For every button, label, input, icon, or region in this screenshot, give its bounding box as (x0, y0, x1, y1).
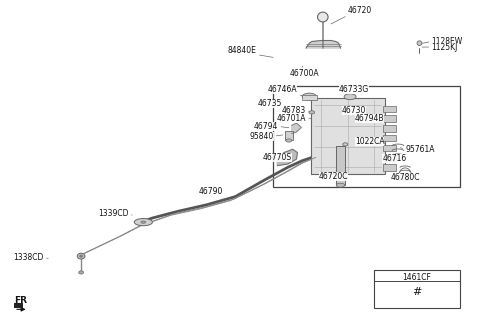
Ellipse shape (134, 218, 153, 226)
Text: 1461CF: 1461CF (403, 274, 432, 282)
Ellipse shape (302, 93, 317, 100)
Text: 1339CD: 1339CD (98, 209, 129, 218)
FancyBboxPatch shape (383, 154, 396, 161)
Text: 95840: 95840 (249, 132, 274, 141)
Text: 46783: 46783 (282, 106, 306, 115)
Text: 46735: 46735 (258, 99, 282, 109)
FancyBboxPatch shape (383, 106, 396, 112)
Ellipse shape (343, 143, 348, 146)
Text: 46720: 46720 (348, 6, 372, 15)
Text: FR: FR (14, 296, 27, 305)
Text: 46733G: 46733G (339, 85, 369, 94)
Text: 46746A: 46746A (268, 85, 298, 94)
Text: 46794B: 46794B (355, 114, 384, 123)
Ellipse shape (79, 271, 84, 274)
Bar (14, 303, 23, 308)
Text: 46770S: 46770S (263, 153, 292, 162)
Bar (374, 270, 460, 308)
Text: 84840E: 84840E (228, 46, 257, 54)
Ellipse shape (80, 255, 83, 257)
Ellipse shape (417, 41, 422, 46)
Text: 46794: 46794 (254, 122, 278, 131)
Text: 46716: 46716 (383, 154, 407, 163)
Polygon shape (306, 41, 340, 48)
Ellipse shape (77, 253, 85, 259)
FancyBboxPatch shape (311, 98, 384, 174)
Text: 46700A: 46700A (290, 69, 319, 78)
Polygon shape (292, 123, 301, 133)
Bar (273, 86, 460, 187)
Bar (336, 146, 345, 185)
Text: 46720C: 46720C (319, 172, 348, 181)
Text: #: # (412, 287, 422, 297)
Text: 46780C: 46780C (390, 173, 420, 182)
Ellipse shape (141, 221, 146, 223)
FancyBboxPatch shape (383, 125, 396, 132)
Bar (285, 131, 293, 140)
Ellipse shape (318, 12, 328, 22)
Text: 1338CD: 1338CD (13, 253, 44, 262)
Text: 1128EW: 1128EW (432, 37, 463, 46)
Ellipse shape (344, 94, 356, 100)
Text: 46701A: 46701A (276, 114, 306, 123)
FancyBboxPatch shape (383, 145, 396, 151)
Text: 95761A: 95761A (405, 145, 434, 154)
FancyBboxPatch shape (383, 164, 396, 171)
Text: 46730: 46730 (342, 106, 366, 115)
Text: 46790: 46790 (198, 187, 223, 196)
FancyBboxPatch shape (383, 115, 396, 122)
FancyBboxPatch shape (383, 135, 396, 141)
Ellipse shape (215, 189, 222, 193)
Text: 1022CA: 1022CA (355, 137, 384, 146)
Ellipse shape (286, 139, 292, 142)
Text: 1125KJ: 1125KJ (432, 43, 458, 51)
Ellipse shape (336, 183, 345, 187)
Ellipse shape (309, 111, 315, 114)
Polygon shape (277, 149, 298, 166)
Bar (302, 95, 317, 100)
